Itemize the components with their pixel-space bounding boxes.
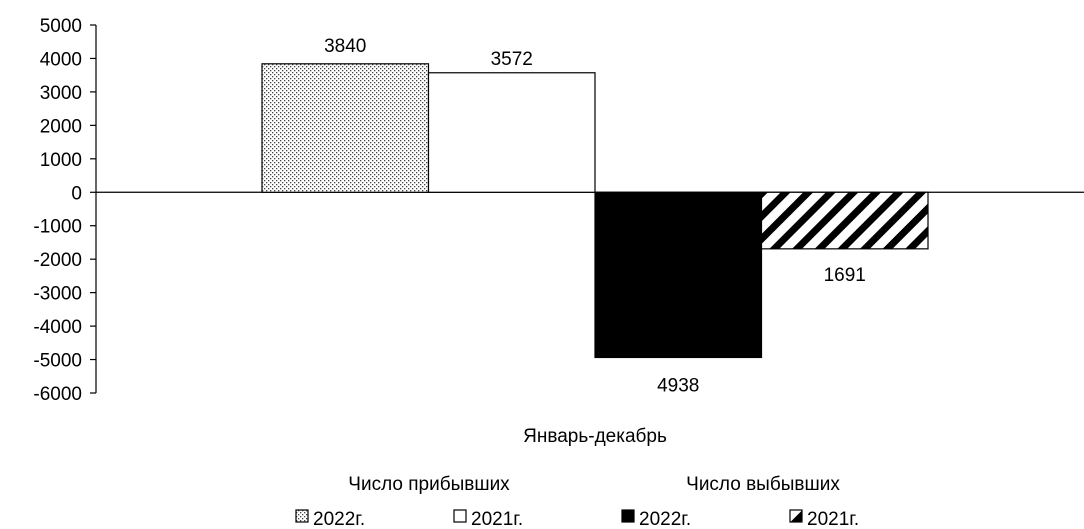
legend-group-departures: Число выбывших [686, 474, 840, 495]
y-tick-label: 2000 [40, 116, 82, 137]
bar-4 [760, 191, 929, 250]
y-tick-label: 4000 [40, 49, 82, 70]
bar-1 [261, 63, 430, 193]
data-label: 3840 [324, 36, 366, 57]
y-tick-label: -5000 [33, 351, 82, 372]
legend-swatch [295, 509, 309, 523]
bar-2 [427, 72, 596, 193]
y-tick-label: -6000 [33, 384, 82, 405]
legend-swatch [453, 509, 467, 523]
legend-item-label: 2021г. [807, 509, 859, 529]
legend-swatch [621, 509, 635, 523]
category-label: Январь-декабрь [523, 426, 667, 447]
legend-item-label: 2022г. [639, 509, 691, 529]
legend-item-label: 2022г. [313, 509, 365, 529]
legend-group-arrivals: Число прибывших [348, 474, 510, 495]
y-tick-label: 3000 [40, 83, 82, 104]
y-tick-label: 5000 [40, 16, 82, 37]
y-tick-label: -3000 [33, 284, 82, 305]
data-label: 3572 [491, 49, 533, 70]
data-label: 1691 [824, 265, 866, 286]
y-tick-label: 1000 [40, 150, 82, 171]
y-tick-label: -2000 [33, 250, 82, 271]
data-label: 4938 [657, 375, 699, 396]
legend-item-label: 2021г. [471, 509, 523, 529]
legend: Число прибывших Число выбывших 2022г. 202… [295, 474, 859, 529]
y-tick-label: 0 [71, 183, 82, 204]
bar-3 [594, 191, 763, 359]
legend-swatch [789, 509, 803, 523]
y-tick-label: -1000 [33, 217, 82, 238]
y-tick-label: -4000 [33, 317, 82, 338]
